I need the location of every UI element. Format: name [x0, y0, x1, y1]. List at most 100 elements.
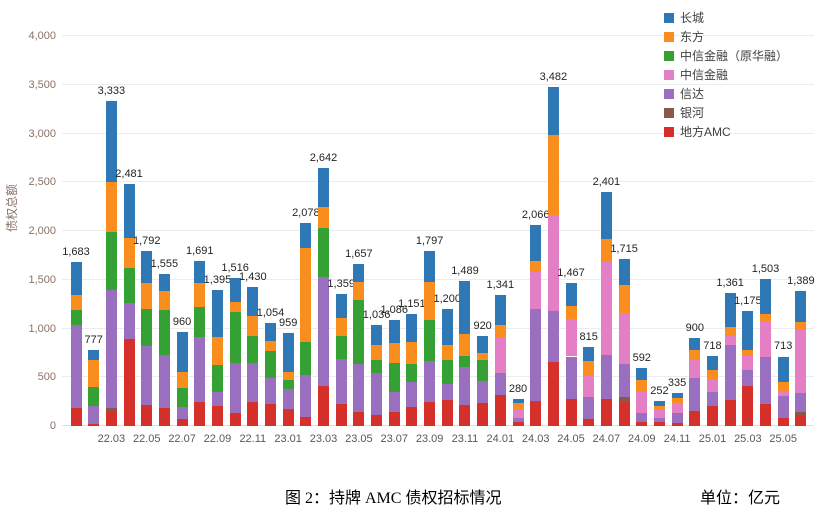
bar-23.12	[477, 336, 489, 426]
segment-25.01-中信金融	[706, 380, 718, 392]
bar-24.02	[512, 398, 524, 426]
segment-25.04-信达	[760, 357, 772, 405]
segment-22.01-信达	[70, 324, 82, 409]
segment-23.06-东方	[371, 345, 383, 360]
bar-22.10	[229, 278, 241, 426]
value-label-22.12: 1,054	[256, 307, 285, 320]
legend-item-长城: 长城	[664, 8, 788, 27]
bar-24.06	[583, 346, 595, 426]
segment-23.04-东方	[335, 318, 347, 337]
segment-23.11-中信金融（原华融）	[459, 355, 471, 368]
segment-25.05-信达	[777, 395, 789, 419]
x-tick-label-24.07: 24.07	[592, 433, 621, 445]
segment-23.02-东方	[300, 247, 312, 343]
segment-24.09-信达	[636, 412, 648, 422]
value-label-24.01: 1,341	[486, 279, 515, 292]
bar-23.06	[371, 325, 383, 426]
bar-25.03	[742, 311, 754, 426]
bar-22.02	[88, 350, 100, 426]
x-tick-label-23.11: 23.11	[451, 433, 479, 445]
value-label-24.02: 280	[508, 382, 528, 395]
bar-23.03	[318, 168, 330, 426]
segment-23.11-东方	[459, 334, 471, 356]
segment-23.08-中信金融（原华融）	[406, 363, 418, 382]
segment-22.05-东方	[141, 282, 153, 310]
segment-25.01-东方	[706, 369, 718, 380]
legend-label: 银河	[680, 106, 705, 120]
segment-23.03-东方	[318, 207, 330, 228]
bar-23.08	[406, 313, 418, 426]
segment-25.03-东方	[742, 349, 754, 356]
segment-23.11-长城	[459, 280, 471, 335]
segment-24.07-长城	[600, 191, 612, 239]
value-label-24.07: 2,401	[592, 175, 621, 188]
bar-22.07	[176, 332, 188, 426]
segment-22.06-信达	[158, 354, 170, 409]
segment-22.07-信达	[176, 406, 188, 420]
segment-24.11-信达	[671, 413, 683, 424]
segment-24.09-地方AMC	[636, 421, 648, 426]
segment-22.03-信达	[105, 290, 117, 409]
legend: 长城 东方 中信金融（原华融） 中信金融 信达 银河 地方AMC	[664, 8, 788, 141]
value-label-25.01: 718	[703, 340, 722, 352]
value-label-24.08: 1,715	[610, 242, 638, 255]
y-tick-label-3000: 3,000	[28, 127, 56, 140]
bar-24.09	[636, 368, 648, 426]
legend-swatch-icon	[664, 126, 674, 137]
segment-25.03-地方AMC	[742, 385, 754, 426]
segment-25.03-中信金融	[742, 355, 754, 370]
segment-25.03-信达	[742, 369, 754, 386]
legend-label: 中信金融	[680, 68, 729, 82]
value-label-22.11: 1,430	[239, 270, 267, 283]
segment-24.05-东方	[565, 305, 577, 319]
legend-item-银河: 银河	[664, 103, 788, 122]
segment-22.08-东方	[194, 282, 206, 307]
segment-24.10-中信金融	[653, 410, 665, 419]
legend-item-中信金融（原华融）: 中信金融（原华融）	[664, 46, 788, 65]
segment-22.10-中信金融（原华融）	[229, 311, 241, 364]
segment-24.02-中信金融	[512, 409, 524, 419]
segment-24.05-地方AMC	[565, 398, 577, 426]
segment-24.01-长城	[494, 295, 506, 325]
segment-24.04-中信金融	[547, 215, 559, 312]
bar-22.09	[211, 290, 223, 426]
value-label-24.11: 335	[667, 377, 687, 390]
legend-swatch-icon	[664, 31, 674, 42]
segment-24.10-信达	[653, 418, 665, 423]
value-label-23.09: 1,797	[415, 234, 444, 247]
figure-caption: 图 2：持牌 AMC 债权招标情况	[285, 490, 502, 507]
segment-24.11-长城	[671, 393, 683, 399]
segment-23.08-地方AMC	[406, 406, 418, 426]
segment-22.09-长城	[211, 290, 223, 338]
gridline-2500	[62, 181, 814, 183]
segment-24.01-东方	[494, 324, 506, 339]
segment-23.04-地方AMC	[335, 403, 347, 426]
bar-23.01	[282, 332, 294, 426]
segment-24.04-长城	[547, 86, 559, 136]
segment-24.05-中信金融	[565, 318, 577, 357]
segment-23.12-地方AMC	[477, 403, 489, 426]
value-label-23.04: 1,359	[327, 277, 355, 290]
caption-row: 图 2：持牌 AMC 债权招标情况 单位：亿元	[0, 484, 831, 508]
y-tick-label-1500: 1,500	[28, 273, 56, 286]
segment-22.11-东方	[247, 316, 259, 337]
bar-23.04	[335, 293, 347, 426]
segment-22.02-长城	[88, 350, 100, 360]
segment-24.08-中信金融	[618, 313, 630, 365]
value-label-23.06: 1,036	[362, 309, 391, 321]
segment-24.11-地方AMC	[671, 423, 683, 426]
segment-23.10-地方AMC	[441, 400, 453, 426]
bar-22.08	[194, 261, 206, 426]
segment-25.05-长城	[777, 356, 789, 383]
bar-23.07	[388, 320, 400, 426]
segment-24.01-地方AMC	[494, 395, 506, 426]
segment-25.05-地方AMC	[777, 418, 789, 426]
segment-23.09-信达	[424, 360, 436, 403]
segment-23.05-长城	[353, 264, 365, 283]
segment-23.02-地方AMC	[300, 416, 312, 426]
bar-25.01	[706, 356, 718, 426]
segment-25.02-长城	[724, 293, 736, 328]
value-label-25.05: 713	[774, 340, 793, 353]
value-label-24.10: 252	[650, 385, 669, 398]
value-label-22.01: 1,683	[62, 245, 90, 258]
